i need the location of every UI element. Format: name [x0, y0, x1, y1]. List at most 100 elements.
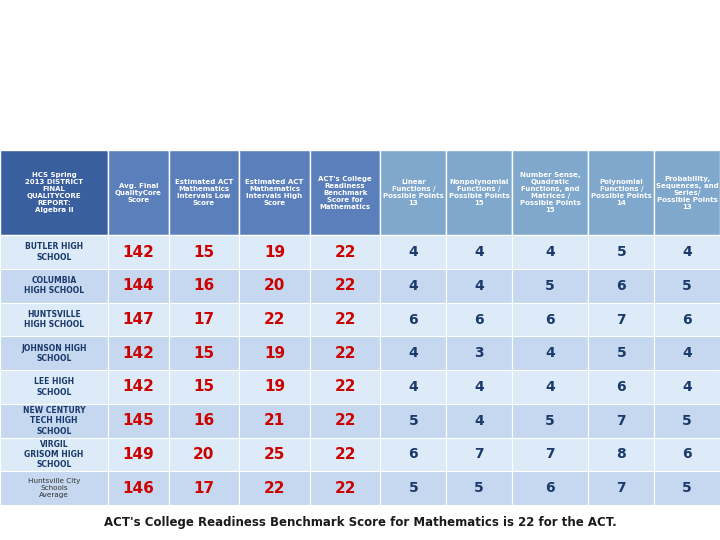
Text: 5: 5 [683, 279, 692, 293]
Text: 149: 149 [122, 447, 154, 462]
Text: 142: 142 [122, 346, 154, 361]
Text: Estimated ACT
Mathematics
Intervals High
Score: Estimated ACT Mathematics Intervals High… [246, 179, 304, 206]
Bar [446, 437, 512, 471]
Bar [654, 235, 720, 269]
Bar [310, 437, 380, 471]
Text: Polynomial
Functions /
Possible Points
14: Polynomial Functions / Possible Points 1… [591, 179, 652, 206]
Bar [168, 437, 239, 471]
Text: 4: 4 [683, 380, 692, 394]
Bar [310, 404, 380, 437]
Text: 19: 19 [264, 346, 285, 361]
Text: 6: 6 [683, 313, 692, 327]
Text: 5: 5 [683, 481, 692, 495]
Bar [446, 302, 512, 336]
Bar [109, 150, 168, 235]
Text: 22: 22 [334, 245, 356, 260]
Bar [239, 471, 310, 505]
Bar [109, 404, 168, 437]
Bar [512, 235, 588, 269]
Text: 15: 15 [193, 346, 215, 361]
Bar [109, 235, 168, 269]
Bar [588, 471, 654, 505]
Text: 6: 6 [546, 313, 555, 327]
Text: 5: 5 [683, 414, 692, 428]
Text: 22: 22 [334, 447, 356, 462]
Text: 22: 22 [264, 481, 285, 496]
Bar [588, 370, 654, 404]
Text: ACT's College
Readiness
Benchmark
Score for
Mathematics: ACT's College Readiness Benchmark Score … [318, 176, 372, 210]
Bar [310, 336, 380, 370]
Bar [512, 302, 588, 336]
Text: 5: 5 [408, 481, 418, 495]
Text: 4: 4 [545, 245, 555, 259]
Bar [512, 404, 588, 437]
Bar [588, 336, 654, 370]
Bar [446, 235, 512, 269]
Bar [512, 269, 588, 302]
Text: 21: 21 [264, 413, 285, 428]
Text: 22: 22 [334, 346, 356, 361]
Bar [168, 404, 239, 437]
Text: 4: 4 [408, 346, 418, 360]
Text: Probability,
Sequences, and
Series/
Possible Points
13: Probability, Sequences, and Series/ Poss… [656, 176, 719, 210]
Text: 6: 6 [616, 279, 626, 293]
Text: 19: 19 [264, 380, 285, 394]
Bar [109, 269, 168, 302]
Text: COLUMBIA
HIGH SCHOOL: COLUMBIA HIGH SCHOOL [24, 276, 84, 295]
Text: 4: 4 [474, 414, 484, 428]
Bar [654, 150, 720, 235]
Text: 6: 6 [408, 448, 418, 461]
Text: 7: 7 [474, 448, 484, 461]
Bar [239, 336, 310, 370]
Bar [168, 235, 239, 269]
Text: 22: 22 [334, 380, 356, 394]
Text: 17: 17 [193, 312, 215, 327]
Bar [239, 404, 310, 437]
Text: 22: 22 [334, 312, 356, 327]
Bar [654, 269, 720, 302]
Bar [654, 336, 720, 370]
Text: 5: 5 [616, 245, 626, 259]
Bar [168, 302, 239, 336]
Bar [512, 336, 588, 370]
Text: 4: 4 [683, 245, 692, 259]
Text: 4: 4 [408, 380, 418, 394]
Text: LEE HIGH
SCHOOL: LEE HIGH SCHOOL [34, 377, 74, 397]
Bar [380, 269, 446, 302]
Bar [588, 269, 654, 302]
Text: NEW CENTURY
TECH HIGH
SCHOOL: NEW CENTURY TECH HIGH SCHOOL [23, 406, 86, 436]
Bar [588, 150, 654, 235]
Text: ACT's College Readiness Benchmark Score for Mathematics is 22 for the ACT.: ACT's College Readiness Benchmark Score … [104, 516, 616, 529]
Bar [654, 370, 720, 404]
Text: 20: 20 [193, 447, 215, 462]
Bar [446, 336, 512, 370]
Bar [0, 150, 109, 235]
Bar [380, 404, 446, 437]
Bar [588, 235, 654, 269]
Text: 4: 4 [474, 279, 484, 293]
Bar [588, 302, 654, 336]
Text: 144: 144 [122, 278, 154, 293]
Text: 16: 16 [193, 278, 215, 293]
Text: 6: 6 [616, 380, 626, 394]
Text: 146: 146 [122, 481, 154, 496]
Text: 20: 20 [264, 278, 285, 293]
Text: JOHNSON HIGH
SCHOOL: JOHNSON HIGH SCHOOL [22, 343, 87, 363]
Text: 7: 7 [546, 448, 555, 461]
Text: 15: 15 [193, 245, 215, 260]
Bar [239, 269, 310, 302]
Text: HUNTSVILLE
HIGH SCHOOL: HUNTSVILLE HIGH SCHOOL [24, 310, 84, 329]
Text: 5: 5 [474, 481, 484, 495]
Text: 6: 6 [683, 448, 692, 461]
Bar [512, 471, 588, 505]
Bar [310, 471, 380, 505]
Bar [588, 404, 654, 437]
Text: 22: 22 [334, 481, 356, 496]
Bar [310, 269, 380, 302]
Text: 7: 7 [616, 481, 626, 495]
Bar [109, 302, 168, 336]
Text: 6: 6 [546, 481, 555, 495]
Text: 4: 4 [545, 346, 555, 360]
Bar [168, 150, 239, 235]
Bar [168, 336, 239, 370]
